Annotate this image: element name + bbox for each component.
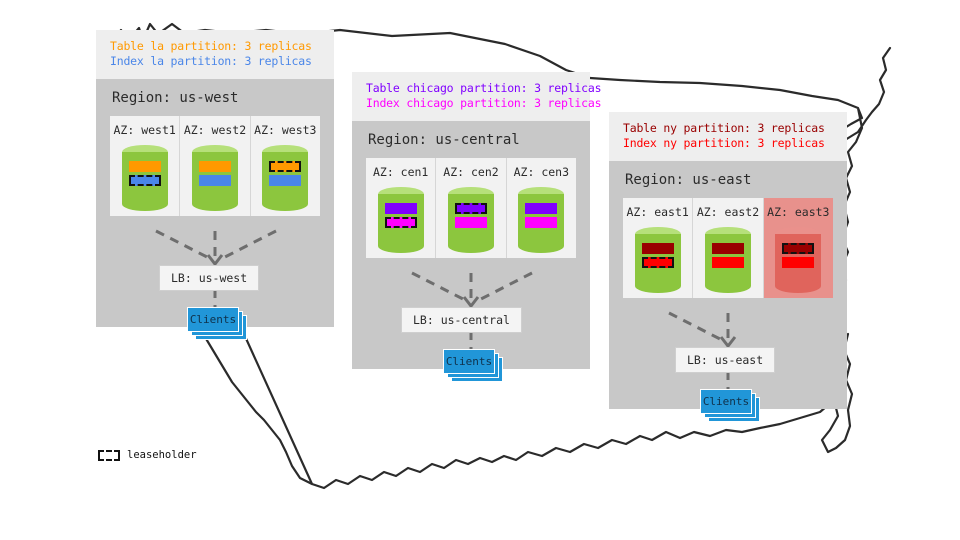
region-header-us-west: Table la partition: 3 replicas Index la …: [96, 30, 334, 79]
node-east3[interactable]: [764, 219, 833, 311]
replica-band-index: [269, 175, 302, 186]
az-cen2[interactable]: AZ: cen2: [436, 158, 507, 258]
az-row-us-central: AZ: cen1 AZ: cen2: [366, 158, 576, 258]
az-label: AZ: west1: [113, 123, 176, 137]
replica-band-table-leaseholder: [454, 203, 487, 214]
node-east1[interactable]: [623, 219, 692, 311]
replica-band-table: [384, 203, 417, 214]
az-west2[interactable]: AZ: west2: [180, 116, 251, 216]
partition-line-index: Index la partition: 3 replicas: [110, 54, 312, 68]
az-label: AZ: east2: [696, 205, 760, 219]
node-west2[interactable]: [180, 137, 249, 229]
region-title: Region: us-west: [112, 90, 239, 106]
region-header-us-central: Table chicago partition: 3 replicas Inde…: [352, 72, 602, 121]
region-panel-us-west: Table la partition: 3 replicas Index la …: [96, 30, 334, 340]
replica-band-table: [641, 243, 674, 254]
region-header-us-east: Table ny partition: 3 replicas Index ny …: [609, 112, 847, 161]
clients-label: Clients: [189, 313, 237, 326]
dashed-rect-icon: [98, 449, 120, 461]
replica-band-table: [128, 161, 161, 172]
clients-label: Clients: [445, 355, 493, 368]
az-row-us-east: AZ: east1 AZ: east2: [623, 198, 833, 298]
replica-band-index: [454, 217, 487, 228]
az-label: AZ: cen2: [443, 165, 499, 179]
partition-line-index: Index chicago partition: 3 replicas: [366, 96, 602, 110]
load-balancer-us-east[interactable]: LB: us-east: [675, 347, 776, 373]
partition-line-table: Table ny partition: 3 replicas: [623, 121, 825, 135]
region-body-us-west: Region: us-west AZ: west1 AZ: west2: [96, 79, 334, 340]
node-west3[interactable]: [251, 137, 320, 229]
az-label: AZ: west2: [183, 123, 247, 137]
replica-band-index: [198, 175, 231, 186]
replica-band-table: [525, 203, 558, 214]
az-cen1[interactable]: AZ: cen1: [366, 158, 437, 258]
legend: leaseholder: [98, 449, 197, 461]
node-cen2[interactable]: [436, 179, 505, 271]
az-label: AZ: west3: [254, 123, 317, 137]
node-cen3[interactable]: [507, 179, 576, 271]
partition-line-table: Table chicago partition: 3 replicas: [366, 81, 602, 95]
replica-band-table-leaseholder: [782, 243, 815, 254]
region-title: Region: us-east: [625, 172, 752, 188]
az-east3-failed[interactable]: AZ: east3: [763, 198, 833, 298]
region-body-us-central: Region: us-central AZ: cen1 AZ: cen2: [352, 121, 590, 382]
node-cen1[interactable]: [366, 179, 435, 271]
region-panel-us-central: Table chicago partition: 3 replicas Inde…: [352, 72, 602, 382]
replica-band-table-leaseholder: [269, 161, 302, 172]
replica-band-table: [711, 243, 744, 254]
az-label: AZ: cen1: [372, 165, 429, 179]
partition-line-index: Index ny partition: 3 replicas: [623, 136, 825, 150]
load-balancer-us-central[interactable]: LB: us-central: [401, 307, 522, 333]
az-label: AZ: cen3: [513, 165, 570, 179]
replica-band-table: [198, 161, 231, 172]
clients-label: Clients: [702, 395, 750, 408]
region-panel-us-east: Table ny partition: 3 replicas Index ny …: [609, 112, 847, 422]
partition-line-table: Table la partition: 3 replicas: [110, 39, 312, 53]
az-label: AZ: east1: [626, 205, 689, 219]
az-cen3[interactable]: AZ: cen3: [506, 158, 576, 258]
legend-label: leaseholder: [127, 449, 197, 461]
replica-band-index-leaseholder: [641, 257, 674, 268]
load-balancer-us-west[interactable]: LB: us-west: [159, 265, 260, 291]
replica-band-index: [711, 257, 744, 268]
replica-band-index: [525, 217, 558, 228]
az-west1[interactable]: AZ: west1: [110, 116, 181, 216]
replica-band-index: [782, 257, 815, 268]
node-west1[interactable]: [110, 137, 179, 229]
region-body-us-east: Region: us-east AZ: east1 AZ: east2: [609, 161, 847, 422]
region-title: Region: us-central: [368, 132, 520, 148]
az-row-us-west: AZ: west1 AZ: west2: [110, 116, 320, 216]
node-east2[interactable]: [693, 219, 762, 311]
replica-band-index-leaseholder: [384, 217, 417, 228]
replica-band-index-leaseholder: [128, 175, 161, 186]
az-east2[interactable]: AZ: east2: [693, 198, 764, 298]
az-east1[interactable]: AZ: east1: [623, 198, 694, 298]
az-label: AZ: east3: [767, 205, 830, 219]
az-west3[interactable]: AZ: west3: [250, 116, 320, 216]
